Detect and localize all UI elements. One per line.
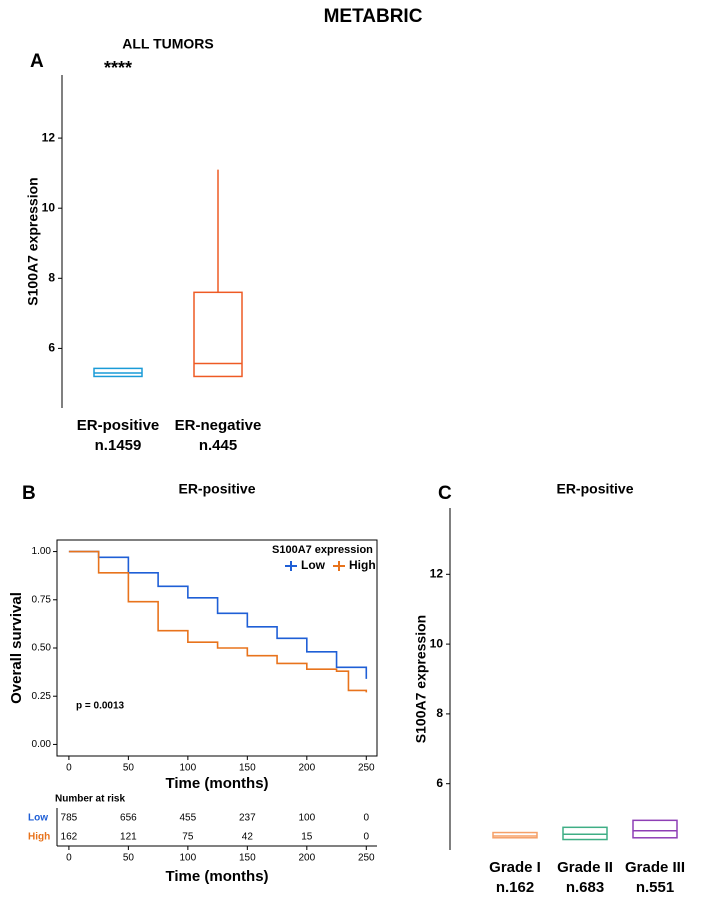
x-axis-label: Time (months) — [165, 775, 268, 792]
survival-curve — [68, 550, 368, 693]
x-axis-label: Time (months) — [165, 868, 268, 885]
risk-count: 455 — [180, 813, 197, 824]
category-label: ER-negative — [175, 417, 262, 434]
y-tick-label: 6 — [436, 776, 443, 790]
chart-title: ER-positive — [556, 481, 633, 497]
y-tick-label: 0.25 — [32, 691, 52, 702]
risk-count: 121 — [120, 832, 137, 843]
y-tick-label: 0.75 — [32, 594, 52, 605]
x-tick-label: 100 — [180, 763, 197, 774]
risk-count: 0 — [364, 832, 370, 843]
category-label: ER-positive — [77, 417, 160, 434]
x-tick-label: 0 — [66, 763, 72, 774]
risk-count: 237 — [239, 813, 256, 824]
y-tick-label: 0.50 — [32, 643, 52, 654]
risk-count: 100 — [298, 813, 315, 824]
risk-row-label: Low — [28, 813, 48, 824]
p-value: p = 0.0013 — [76, 701, 125, 712]
risk-count: 162 — [61, 832, 78, 843]
x-tick-label: 150 — [239, 853, 256, 864]
panel-label: B — [22, 483, 36, 504]
risk-count: 15 — [301, 832, 313, 843]
risk-count: 75 — [182, 832, 194, 843]
legend-label: High — [349, 558, 376, 572]
x-tick-label: 50 — [123, 853, 135, 864]
panel-label: A — [30, 51, 44, 72]
y-axis-label: S100A7 expression — [25, 177, 41, 305]
y-tick-label: 6 — [48, 341, 55, 355]
count-label: n.683 — [566, 879, 604, 896]
y-tick-label: 0.00 — [32, 739, 52, 750]
y-tick-label: 8 — [48, 270, 55, 284]
y-tick-label: 12 — [430, 566, 444, 580]
y-tick-label: 8 — [436, 706, 443, 720]
x-tick-label: 200 — [298, 763, 315, 774]
panel-label: C — [438, 483, 452, 504]
y-tick-label: 10 — [430, 636, 444, 650]
category-label: Grade I — [489, 859, 541, 876]
y-tick-label: 10 — [42, 200, 56, 214]
chart-title: ER-positive — [178, 481, 255, 497]
box — [562, 826, 608, 841]
risk-table-title: Number at risk — [55, 794, 125, 805]
risk-count: 656 — [120, 813, 137, 824]
x-tick-label: 150 — [239, 763, 256, 774]
y-tick-label: 12 — [42, 130, 56, 144]
category-label: Grade II — [557, 859, 613, 876]
x-tick-label: 50 — [123, 763, 135, 774]
y-axis-label: S100A7 expression — [413, 615, 429, 743]
chart-title: ALL TUMORS — [122, 36, 214, 52]
box — [492, 831, 538, 839]
y-tick-label: 1.00 — [32, 546, 52, 557]
count-label: n.445 — [199, 437, 237, 454]
figure-title: METABRIC — [324, 6, 423, 27]
risk-count: 42 — [242, 832, 254, 843]
x-tick-label: 250 — [358, 853, 375, 864]
y-axis-label: Overall survival — [8, 592, 25, 704]
legend-title: S100A7 expression — [272, 544, 373, 556]
box — [193, 291, 243, 378]
significance: **** — [104, 58, 132, 78]
count-label: n.551 — [636, 879, 674, 896]
x-tick-label: 200 — [298, 853, 315, 864]
category-label: Grade III — [625, 859, 685, 876]
x-tick-label: 100 — [180, 853, 197, 864]
legend-label: Low — [301, 558, 326, 572]
risk-count: 785 — [61, 813, 78, 824]
count-label: n.162 — [496, 879, 534, 896]
x-tick-label: 0 — [66, 853, 72, 864]
risk-row-label: High — [28, 832, 50, 843]
x-tick-label: 250 — [358, 763, 375, 774]
risk-count: 0 — [364, 813, 370, 824]
survival-curve — [68, 550, 368, 679]
box — [632, 819, 678, 839]
count-label: n.1459 — [95, 437, 142, 454]
